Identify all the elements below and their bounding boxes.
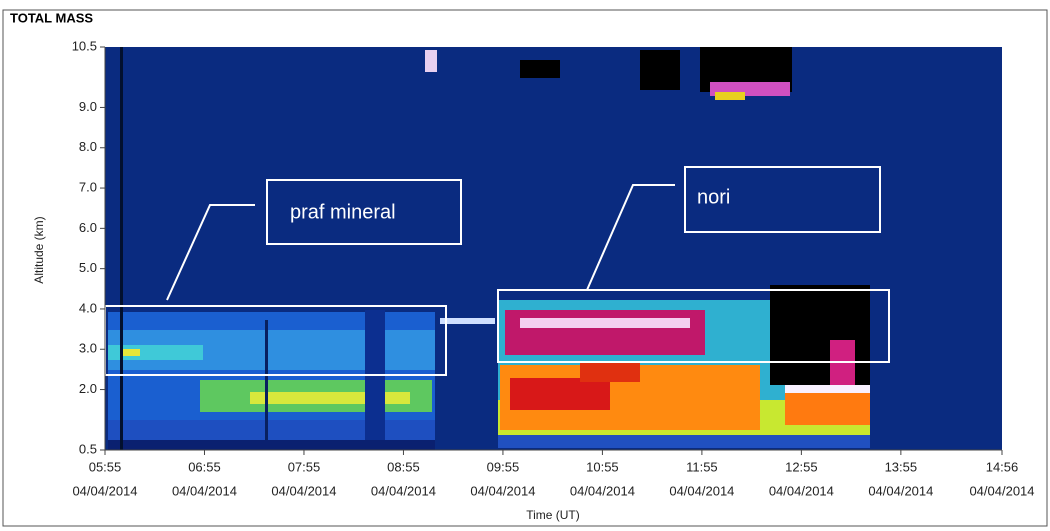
heatmap xyxy=(105,47,1002,450)
x-tick-label: 09:55 xyxy=(487,459,520,474)
x-tick-date: 04/04/2014 xyxy=(271,483,336,498)
x-tick-date: 04/04/2014 xyxy=(570,483,635,498)
y-tick-label: 7.0 xyxy=(79,179,97,194)
heatmap-region xyxy=(265,320,268,440)
x-tick-label: 10:55 xyxy=(586,459,619,474)
x-tick-date: 04/04/2014 xyxy=(969,483,1034,498)
annotation-label-box xyxy=(684,166,881,233)
heatmap-region xyxy=(108,440,435,450)
heatmap-region xyxy=(120,47,123,450)
heatmap-region xyxy=(250,392,410,404)
y-tick-label: 6.0 xyxy=(79,220,97,235)
heatmap-region xyxy=(785,385,870,393)
y-tick-label: 3.0 xyxy=(79,341,97,356)
annotation-leader xyxy=(586,184,675,291)
heatmap-region xyxy=(510,378,610,410)
x-tick-date: 04/04/2014 xyxy=(371,483,436,498)
x-tick-label: 07:55 xyxy=(288,459,321,474)
heatmap-region xyxy=(715,92,745,100)
chart-title: TOTAL MASS xyxy=(10,10,93,25)
x-tick-label: 14:56 xyxy=(986,459,1019,474)
heatmap-region xyxy=(520,60,560,78)
annotations xyxy=(104,166,890,376)
annotation-box xyxy=(497,289,890,363)
heatmap-region xyxy=(440,318,495,324)
y-tick-label: 0.5 xyxy=(79,441,97,456)
x-tick-label: 12:55 xyxy=(785,459,818,474)
heatmap-region xyxy=(425,50,437,72)
x-tick-date: 04/04/2014 xyxy=(72,483,137,498)
annotation-text: praf mineral xyxy=(290,201,396,223)
y-tick-label: 2.0 xyxy=(79,381,97,396)
x-tick-date: 04/04/2014 xyxy=(868,483,933,498)
heatmap-region xyxy=(640,50,680,90)
heatmap-region xyxy=(580,362,640,382)
y-tick-label: 9.0 xyxy=(79,99,97,114)
y-tick-label: 5.0 xyxy=(79,260,97,275)
x-tick-date: 04/04/2014 xyxy=(669,483,734,498)
heatmap-region xyxy=(520,318,690,328)
x-tick-label: 11:55 xyxy=(686,459,718,474)
heatmap-region xyxy=(120,349,140,356)
x-tick-date: 04/04/2014 xyxy=(769,483,834,498)
heatmap-region xyxy=(785,390,870,425)
x-tick-label: 08:55 xyxy=(387,459,420,474)
heatmap-region xyxy=(108,420,435,442)
y-tick-label: 4.0 xyxy=(79,300,97,315)
y-tick-label: 10.5 xyxy=(72,38,97,53)
heatmap-region xyxy=(505,310,705,355)
y-tick-label: 8.0 xyxy=(79,139,97,154)
heatmap-region xyxy=(108,345,203,360)
x-tick-date: 04/04/2014 xyxy=(470,483,535,498)
x-tick-label: 05:55 xyxy=(89,459,122,474)
y-axis-label: Altitude (km) xyxy=(32,216,46,283)
x-axis-label: Time (UT) xyxy=(526,508,580,522)
annotation-leader xyxy=(166,204,255,301)
x-tick-date: 04/04/2014 xyxy=(172,483,237,498)
x-tick-label: 06:55 xyxy=(188,459,221,474)
x-tick-label: 13:55 xyxy=(885,459,918,474)
annotation-label-box xyxy=(266,179,462,245)
annotation-text: nori xyxy=(697,186,730,208)
heatmap-region xyxy=(498,435,870,448)
